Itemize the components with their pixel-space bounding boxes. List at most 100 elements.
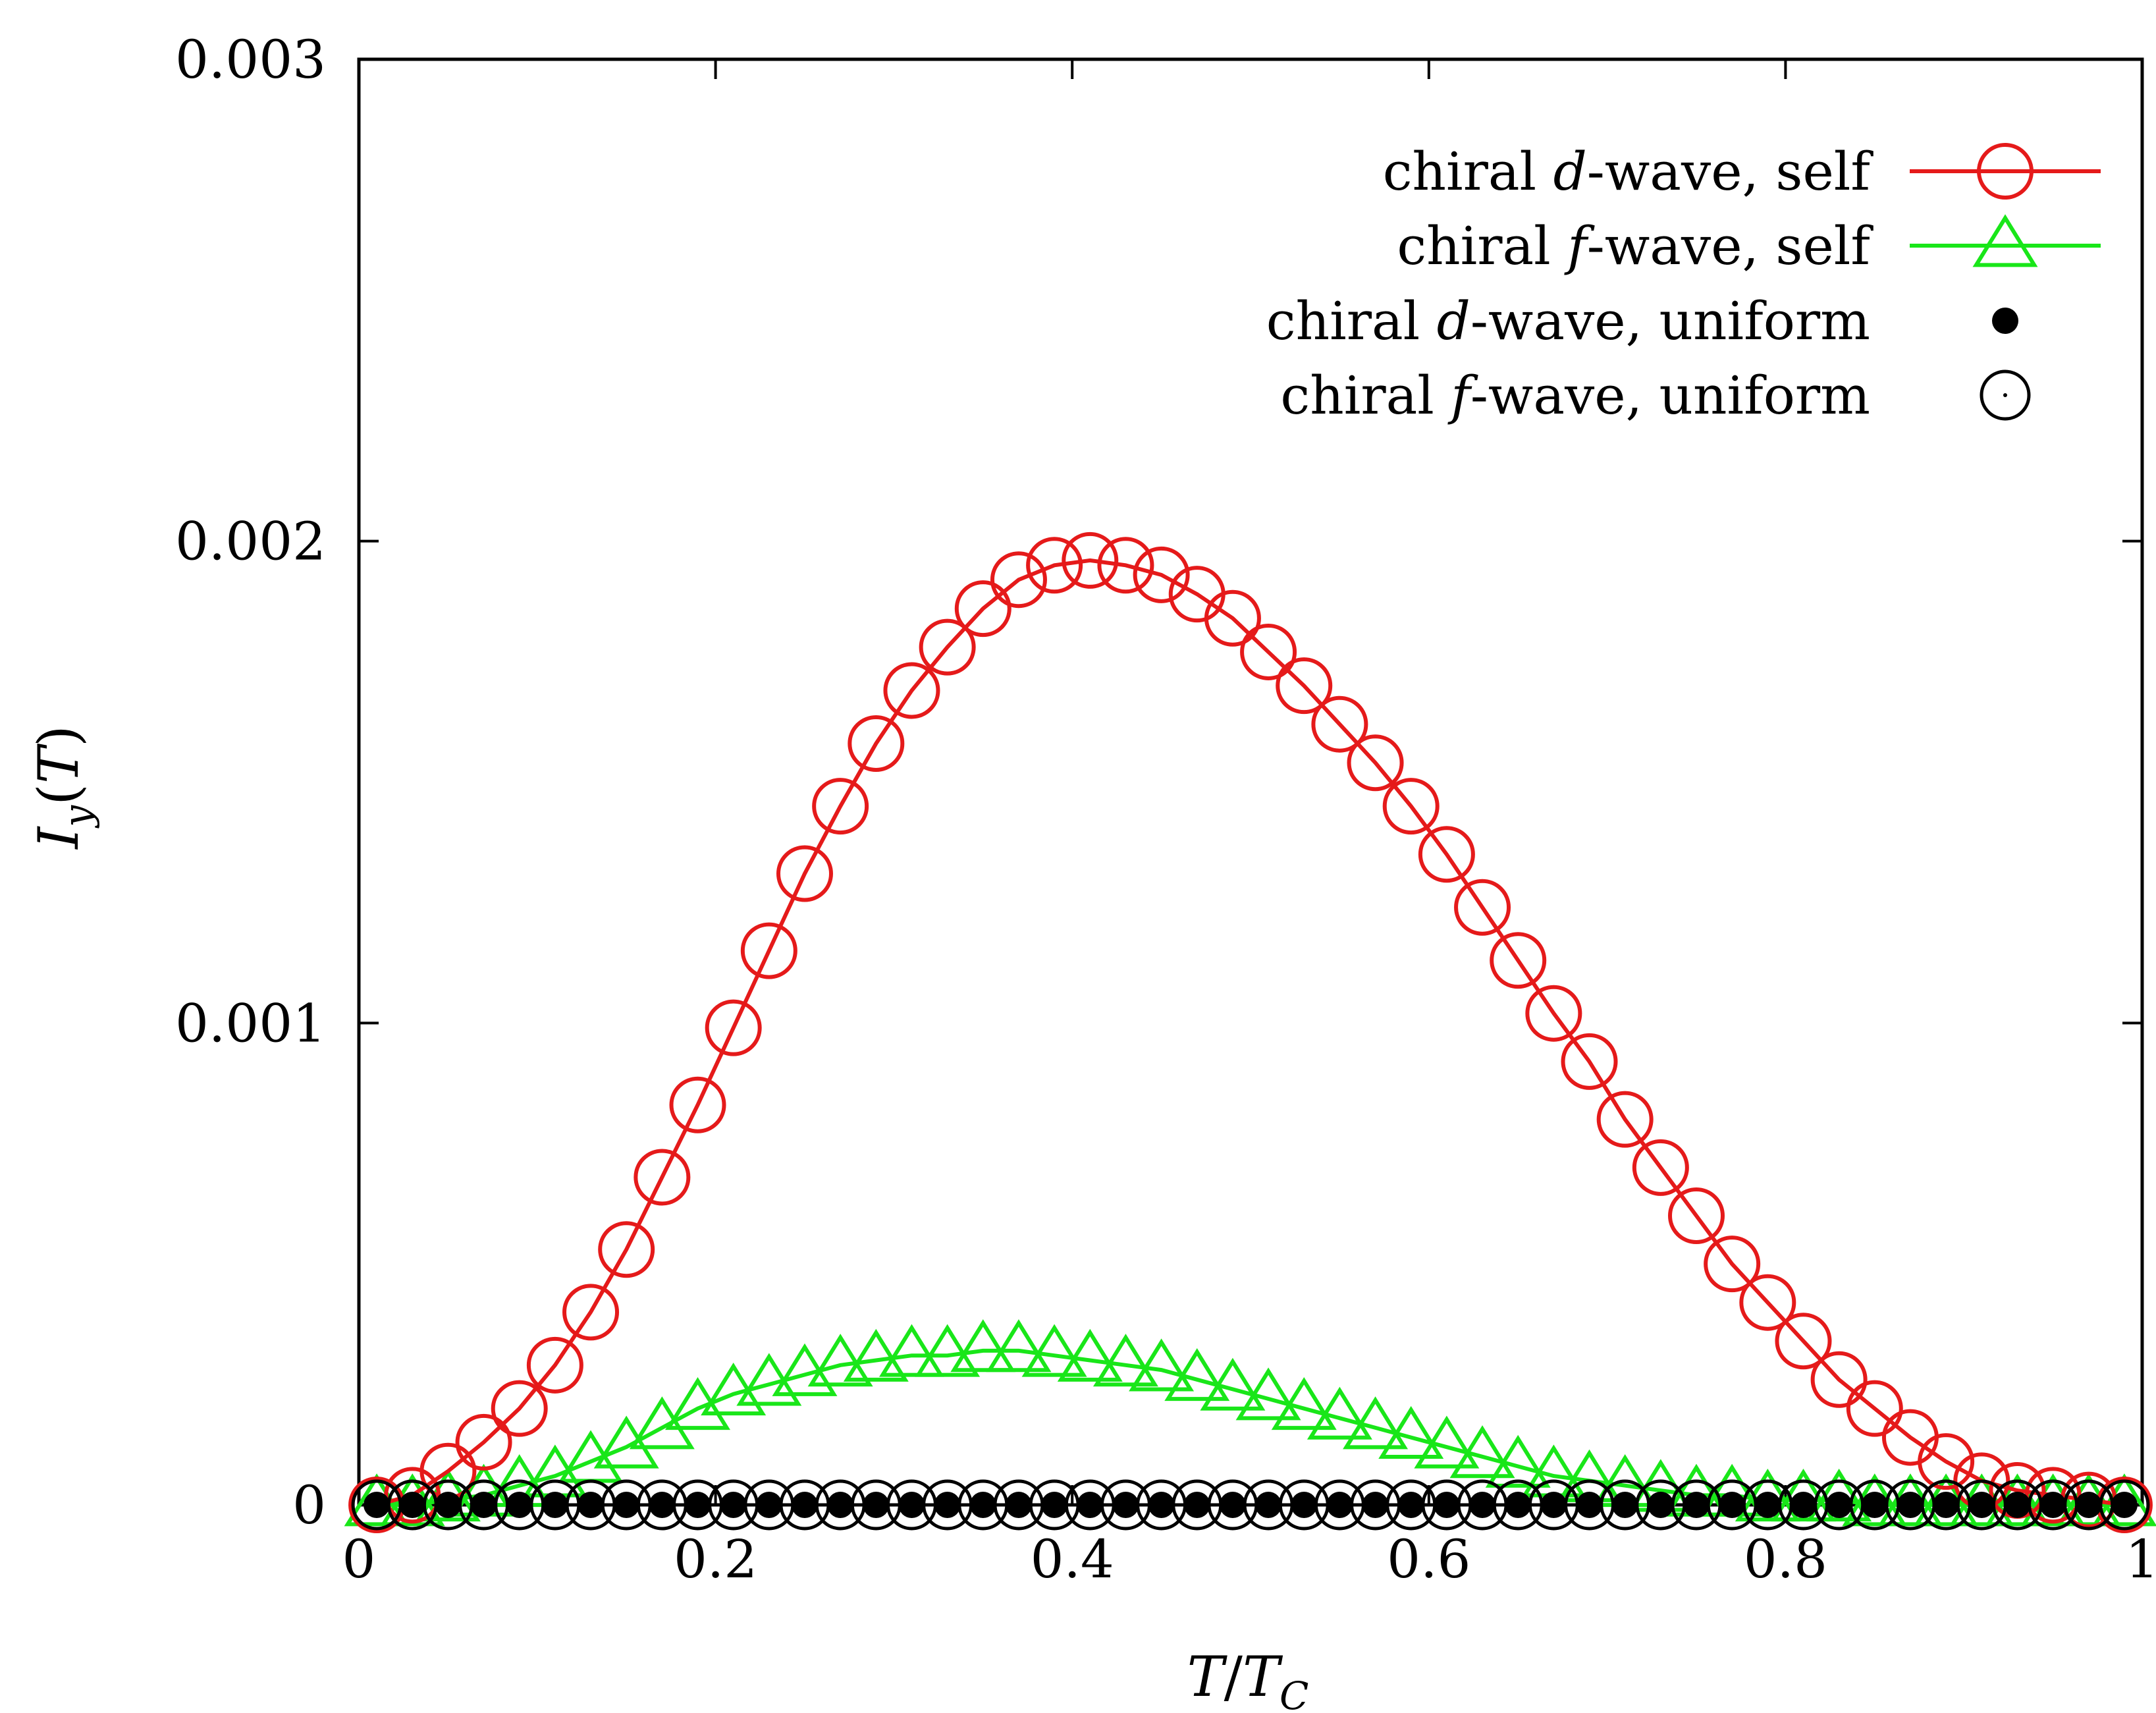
data-point <box>792 1492 818 1518</box>
data-point <box>898 1492 925 1518</box>
data-point <box>2020 1473 2086 1527</box>
data-point <box>915 1324 981 1377</box>
legend-label-0: chiral d-wave, self <box>1383 141 1874 202</box>
data-point <box>1984 1473 2050 1527</box>
data-point <box>1561 1033 1618 1090</box>
data-point <box>2091 1473 2156 1527</box>
series-1 <box>344 1319 2156 1527</box>
data-point <box>1200 1357 1266 1411</box>
data-point <box>1057 1328 1123 1382</box>
data-point <box>1204 589 1261 647</box>
data-point <box>649 1492 676 1518</box>
data-point <box>848 715 905 772</box>
data-point <box>1576 1492 1603 1518</box>
data-point <box>2075 1492 2102 1518</box>
data-point <box>491 1380 548 1437</box>
data-point <box>1933 1492 1960 1518</box>
data-point <box>633 1149 691 1206</box>
data-point <box>1041 1492 1068 1518</box>
data-point <box>1418 826 1475 883</box>
x-axis-label: T/TC <box>1187 1645 1309 1713</box>
data-point <box>1454 879 1511 936</box>
data-point <box>1112 1492 1139 1518</box>
x-tick-label: 0.6 <box>1387 1529 1470 1590</box>
data-point <box>598 1221 655 1278</box>
data-point <box>1276 657 1333 715</box>
legend-marker-2 <box>1992 308 2018 334</box>
data-point <box>1846 1380 1903 1437</box>
data-point <box>1414 1415 1480 1469</box>
data-point <box>1271 1376 1337 1430</box>
data-point <box>1861 1492 1888 1518</box>
data-point <box>578 1492 605 1518</box>
data-point <box>1754 1492 1781 1518</box>
data-point <box>1343 1396 1409 1450</box>
data-point <box>1449 1425 1515 1479</box>
legend-marker-3 <box>1980 369 2031 421</box>
data-point <box>863 1492 890 1518</box>
data-point <box>934 1492 961 1518</box>
data-point <box>990 551 1047 609</box>
data-point <box>1810 1351 1868 1408</box>
y-tick-label: 0.002 <box>175 511 326 572</box>
data-point <box>1668 1187 1725 1244</box>
data-point <box>827 1492 854 1518</box>
data-point <box>1378 1405 1444 1459</box>
data-point <box>1291 1492 1318 1518</box>
data-point <box>1183 1492 1210 1518</box>
data-point <box>1092 1334 1158 1387</box>
data-point <box>1235 1367 1301 1421</box>
y-tick-label: 0.003 <box>175 29 326 90</box>
data-point <box>1825 1492 1852 1518</box>
data-point <box>1129 1338 1195 1392</box>
data-point <box>776 845 833 902</box>
data-point <box>526 1336 583 1394</box>
data-point <box>1913 1473 1979 1527</box>
series-line <box>377 1348 2124 1507</box>
data-point <box>950 1319 1016 1373</box>
data-point <box>593 1415 659 1469</box>
legend-marker-0 <box>1977 143 2034 200</box>
data-point <box>1097 537 1154 594</box>
data-point <box>2004 1492 2031 1518</box>
data-point <box>740 922 797 979</box>
data-point <box>669 1076 726 1133</box>
data-point <box>954 580 1011 638</box>
data-point <box>1877 1473 1943 1527</box>
data-point <box>879 1324 944 1377</box>
data-point <box>1540 1492 1567 1518</box>
series-layer <box>344 531 2156 1533</box>
data-point <box>1433 1492 1460 1518</box>
data-point <box>969 1492 996 1518</box>
data-point <box>755 1492 782 1518</box>
data-point <box>720 1492 747 1518</box>
data-point <box>1719 1492 1746 1518</box>
series-0 <box>348 531 2153 1533</box>
legend-label-1: chiral f-wave, self <box>1397 215 1873 277</box>
data-point <box>1164 1348 1230 1401</box>
legend: chiral d-wave, self chiral f-wave, self ch… <box>1266 141 2101 426</box>
data-point <box>1790 1492 1817 1518</box>
data-point <box>1683 1492 1710 1518</box>
data-point <box>986 1319 1052 1373</box>
legend-marker-1 <box>1972 214 2038 267</box>
data-point <box>1505 1492 1532 1518</box>
x-tick-label: 0.2 <box>674 1529 757 1590</box>
data-point <box>1133 546 1190 603</box>
data-point <box>2024 1467 2082 1524</box>
data-point <box>1485 1434 1551 1488</box>
data-point <box>2111 1492 2138 1518</box>
data-point <box>562 1284 620 1341</box>
data-point <box>1240 623 1297 680</box>
data-point <box>1704 1236 1761 1293</box>
data-point <box>1005 1492 1032 1518</box>
x-tick-label: 0.4 <box>1031 1529 1114 1590</box>
data-point <box>1148 1492 1175 1518</box>
data-point <box>1918 1433 1975 1490</box>
data-point <box>1525 985 1582 1042</box>
data-point <box>1362 1492 1389 1518</box>
data-point <box>1739 1274 1796 1331</box>
series-line <box>376 558 2125 1507</box>
data-point <box>399 1492 426 1518</box>
data-point <box>1490 932 1547 989</box>
